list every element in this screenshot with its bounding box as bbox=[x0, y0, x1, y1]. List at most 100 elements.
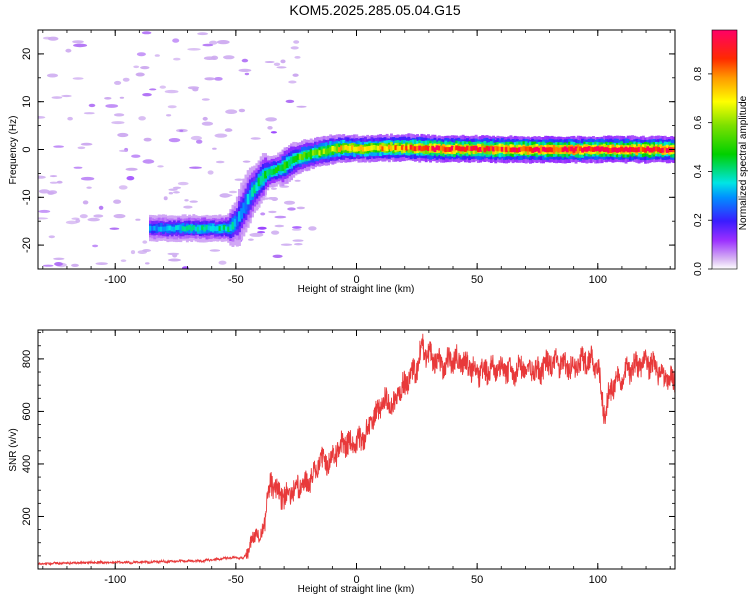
ridge-cell bbox=[492, 146, 495, 152]
ridge-cell bbox=[290, 157, 293, 164]
ridge-cell bbox=[552, 147, 556, 153]
ridge-cell bbox=[437, 145, 441, 151]
x-tick-label: 50 bbox=[471, 274, 483, 286]
ridge-cell bbox=[555, 146, 558, 152]
ridge-cell bbox=[329, 146, 333, 153]
ridge-cell bbox=[533, 147, 537, 153]
ridge-cell bbox=[292, 156, 296, 163]
ridge-cell bbox=[405, 145, 409, 151]
noise-blob bbox=[280, 243, 293, 246]
ridge-cell bbox=[175, 225, 178, 231]
x-tick-label: 0 bbox=[353, 574, 359, 586]
ridge-cell bbox=[344, 144, 348, 150]
ridge-cell bbox=[398, 146, 402, 151]
spectrogram-x-label: Height of straight line (km) bbox=[298, 284, 415, 295]
ridge-cell bbox=[149, 225, 152, 231]
noise-blob bbox=[241, 58, 249, 63]
ridge-cell bbox=[524, 146, 528, 152]
noise-blob bbox=[294, 179, 301, 182]
ridge-cell bbox=[301, 154, 304, 160]
noise-blob bbox=[141, 31, 152, 35]
ridge-cell bbox=[183, 226, 187, 232]
noise-blob bbox=[93, 214, 104, 218]
ridge-cell bbox=[207, 225, 211, 231]
ridge-cell bbox=[238, 211, 241, 222]
y-tick-label: 10 bbox=[21, 96, 33, 108]
ridge-cell bbox=[537, 147, 541, 153]
noise-blob bbox=[179, 129, 184, 132]
ridge-cell bbox=[348, 146, 352, 151]
ridge-cell bbox=[172, 226, 176, 232]
ridge-cell bbox=[218, 226, 222, 231]
noise-blob bbox=[56, 180, 63, 184]
ridge-cell bbox=[342, 145, 346, 151]
noise-blob bbox=[215, 160, 225, 164]
ridge-cell bbox=[294, 155, 298, 162]
ridge-cell bbox=[196, 226, 200, 232]
noise-blob bbox=[111, 121, 125, 125]
noise-blob bbox=[142, 159, 155, 164]
ridge-cell bbox=[563, 146, 567, 152]
noise-blob bbox=[292, 239, 304, 242]
ridge-cell bbox=[609, 148, 613, 153]
noise-blob bbox=[163, 196, 168, 201]
noise-blob bbox=[276, 66, 287, 69]
noise-blob bbox=[113, 214, 126, 219]
noise-blob bbox=[172, 191, 180, 194]
colorbar-label: Normalized spectral amplitude bbox=[738, 95, 749, 230]
noise-blob bbox=[248, 238, 254, 241]
y-tick-label: 20 bbox=[21, 48, 33, 60]
ridge-cell bbox=[225, 226, 228, 232]
noise-blob bbox=[190, 135, 202, 141]
snr-x-label: Height of straight line (km) bbox=[298, 584, 415, 595]
ridge-cell bbox=[655, 146, 658, 152]
ridge-cell bbox=[179, 225, 183, 231]
noise-blob bbox=[257, 226, 267, 230]
noise-blob bbox=[61, 94, 72, 98]
noise-blob bbox=[292, 73, 299, 77]
noise-blob bbox=[157, 165, 164, 168]
ridge-cell bbox=[539, 146, 543, 152]
noise-blob bbox=[71, 263, 79, 267]
ridge-cell bbox=[461, 146, 465, 152]
noise-blob bbox=[173, 57, 181, 61]
ridge-cell bbox=[505, 147, 508, 152]
noise-blob bbox=[221, 194, 233, 197]
ridge-cell bbox=[463, 147, 467, 152]
noise-blob bbox=[212, 147, 217, 150]
ridge-cell bbox=[316, 149, 320, 155]
noise-blob bbox=[38, 116, 46, 119]
ridge-cell bbox=[381, 146, 385, 152]
ridge-cell bbox=[448, 147, 452, 152]
noise-blob bbox=[228, 190, 238, 194]
noise-blob bbox=[234, 178, 244, 181]
noise-blob bbox=[218, 260, 227, 265]
noise-blob bbox=[48, 190, 58, 195]
ridge-cell bbox=[370, 145, 374, 151]
colorbar: 0.0 0.2 0.4 0.6 0.8 Normalized spectral ampl… bbox=[693, 29, 749, 276]
ridge-cell bbox=[561, 147, 565, 153]
noise-blob bbox=[168, 188, 178, 191]
ridge-cell bbox=[659, 148, 663, 153]
noise-blob bbox=[104, 97, 112, 100]
ridge-cell bbox=[650, 147, 654, 153]
noise-blob bbox=[172, 186, 182, 189]
y-tick-label: -10 bbox=[21, 189, 33, 205]
ridge-cell bbox=[407, 144, 411, 150]
ridge-cell bbox=[222, 225, 226, 230]
noise-blob bbox=[308, 226, 317, 231]
ridge-cell bbox=[474, 145, 478, 151]
noise-blob bbox=[114, 80, 122, 85]
noise-blob bbox=[142, 240, 148, 244]
ridge-cell bbox=[665, 148, 669, 153]
noise-blob bbox=[285, 99, 295, 103]
ridge-cell bbox=[618, 147, 621, 153]
noise-blob bbox=[80, 142, 93, 146]
noise-blob bbox=[143, 137, 152, 142]
noise-blob bbox=[192, 87, 199, 92]
ridge-cell bbox=[637, 147, 641, 152]
noise-blob bbox=[296, 105, 307, 108]
noise-blob bbox=[172, 38, 180, 43]
x-tick-label: 50 bbox=[471, 574, 483, 586]
ridge-cell bbox=[266, 169, 270, 176]
